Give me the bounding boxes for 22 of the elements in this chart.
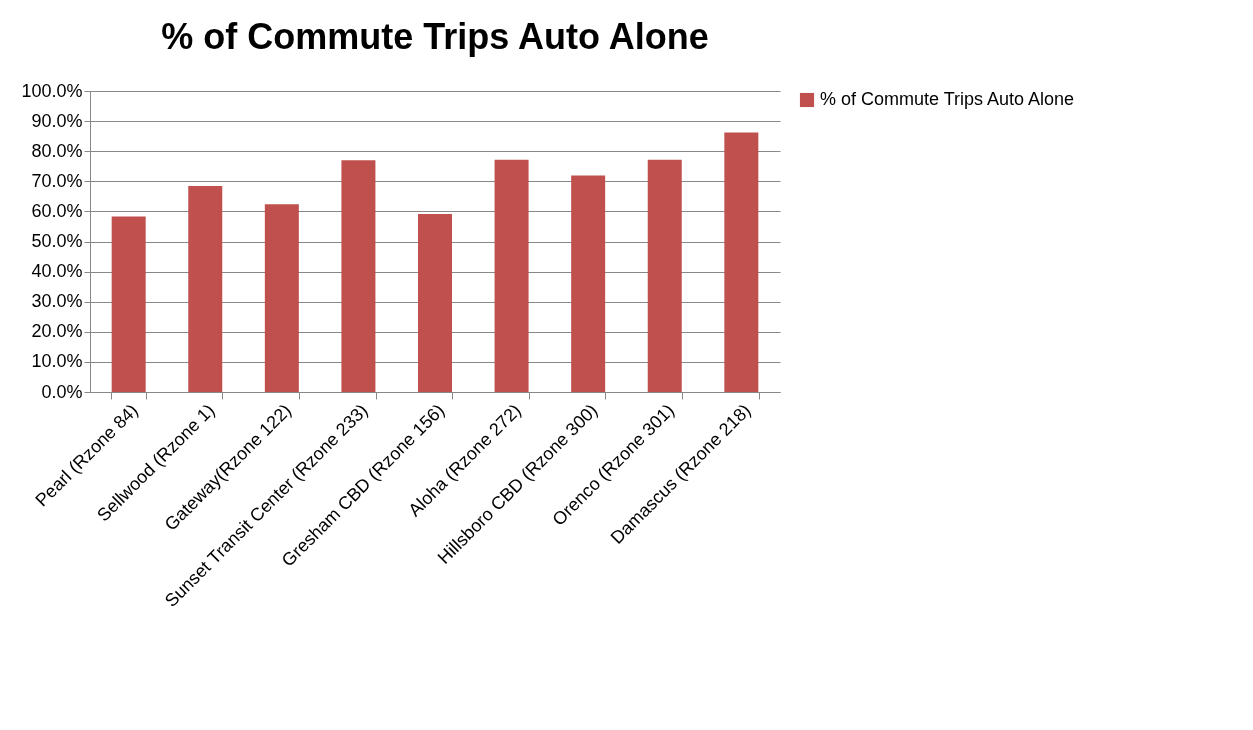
bar: [647, 159, 682, 392]
y-tick-label: 60.0%: [31, 200, 83, 221]
bar: [111, 216, 146, 392]
y-tick-label: 80.0%: [31, 140, 83, 161]
bar: [494, 159, 529, 392]
y-tick-label: 100.0%: [21, 80, 83, 101]
bar: [264, 204, 299, 392]
chart-title: % of Commute Trips Auto Alone: [161, 16, 709, 57]
y-tick-label: 0.0%: [41, 381, 83, 402]
bar: [724, 132, 759, 392]
y-tick-label: 30.0%: [31, 291, 83, 312]
legend-label: % of Commute Trips Auto Alone: [820, 89, 1075, 109]
y-tick-label: 70.0%: [31, 170, 83, 191]
bar: [571, 175, 606, 392]
y-tick-label: 50.0%: [31, 231, 83, 251]
y-tick-label: 10.0%: [31, 351, 83, 372]
bar: [341, 160, 376, 392]
bar: [188, 186, 223, 392]
y-tick-label: 20.0%: [31, 321, 83, 342]
y-tick-label: 40.0%: [31, 261, 83, 282]
bar: [418, 214, 452, 392]
y-tick-label: 90.0%: [31, 110, 83, 131]
